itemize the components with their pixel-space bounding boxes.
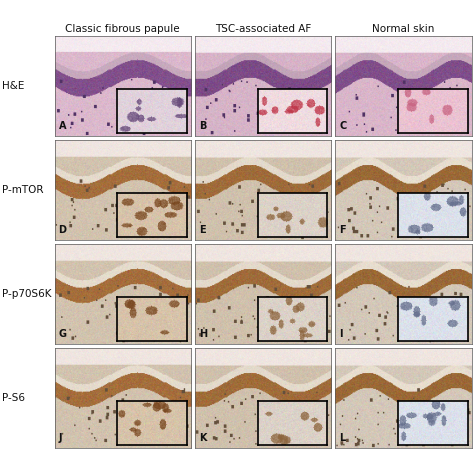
Text: A: A xyxy=(59,121,66,131)
Text: P-S6: P-S6 xyxy=(2,393,26,403)
Text: D: D xyxy=(59,225,67,235)
Text: I: I xyxy=(339,329,343,339)
Text: Classic fibrous papule: Classic fibrous papule xyxy=(65,24,180,34)
Text: J: J xyxy=(59,433,62,443)
Text: H&E: H&E xyxy=(2,81,25,91)
Text: C: C xyxy=(339,121,346,131)
Text: L: L xyxy=(339,433,346,443)
Text: P-p70S6K: P-p70S6K xyxy=(2,289,52,299)
Text: P-mTOR: P-mTOR xyxy=(2,185,44,195)
Text: H: H xyxy=(199,329,207,339)
Text: G: G xyxy=(59,329,67,339)
Text: E: E xyxy=(199,225,206,235)
Text: K: K xyxy=(199,433,206,443)
Text: B: B xyxy=(199,121,206,131)
Text: F: F xyxy=(339,225,346,235)
Text: Normal skin: Normal skin xyxy=(372,24,435,34)
Text: TSC-associated AF: TSC-associated AF xyxy=(215,24,311,34)
